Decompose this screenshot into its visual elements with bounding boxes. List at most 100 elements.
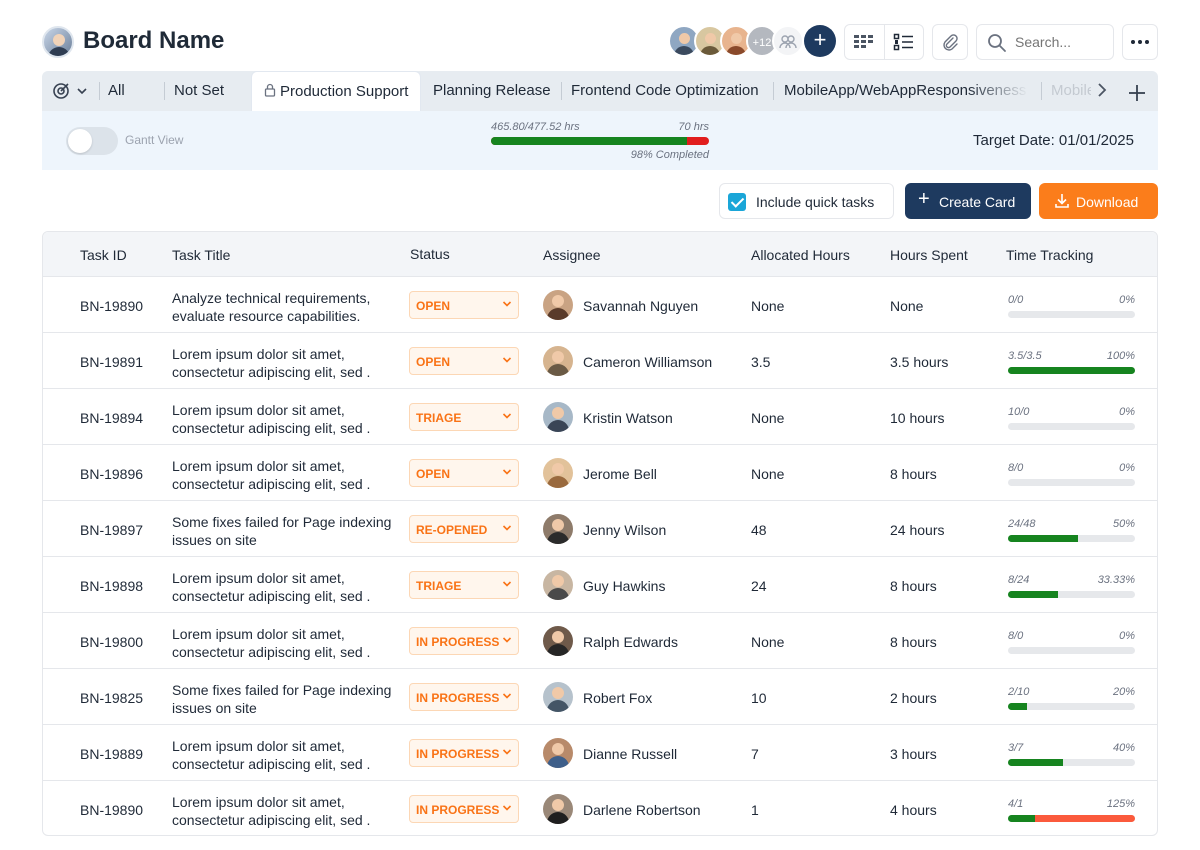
header-task-id[interactable]: Task ID <box>80 247 127 263</box>
table-row[interactable]: BN-19825 Some fixes failed for Page index… <box>43 668 1157 724</box>
table-row[interactable]: BN-19889 Lorem ipsum dolor sit amet, cons… <box>43 724 1157 780</box>
task-title[interactable]: Some fixes failed for Page indexing issu… <box>172 682 392 716</box>
task-id[interactable]: BN-19825 <box>80 690 144 706</box>
task-title[interactable]: Lorem ipsum dolor sit amet, consectetur … <box>172 738 371 772</box>
time-tracking-ratio: 8/24 <box>1008 574 1030 586</box>
hours-spent: None <box>890 298 924 314</box>
status-dropdown[interactable]: OPEN <box>409 347 519 375</box>
status-dropdown[interactable]: TRIAGE <box>409 403 519 431</box>
table-row[interactable]: BN-19896 Lorem ipsum dolor sit amet, cons… <box>43 444 1157 500</box>
tab-production-support[interactable]: Production Support <box>251 71 422 111</box>
task-title[interactable]: Lorem ipsum dolor sit amet, consectetur … <box>172 794 371 828</box>
tasks-table: Task ID Task Title Status Assignee Alloc… <box>42 231 1158 836</box>
table-row[interactable]: BN-19891 Lorem ipsum dolor sit amet, cons… <box>43 332 1157 388</box>
assignee-name: Kristin Watson <box>583 410 673 426</box>
tab-all[interactable]: All <box>108 82 125 99</box>
avatar <box>543 738 573 768</box>
board-progress-bar <box>491 137 709 145</box>
board-title: Board Name <box>83 27 225 54</box>
tabs-scroll-right-button[interactable] <box>1095 81 1109 104</box>
board-header: Board Name +12 + <box>42 24 1158 60</box>
tab-planning-release[interactable]: Planning Release <box>433 82 551 99</box>
time-tracking-percent: 0% <box>1119 406 1135 418</box>
avatar <box>543 290 573 320</box>
gantt-view-toggle[interactable] <box>66 127 118 155</box>
time-tracking-ratio: 2/10 <box>1008 686 1030 698</box>
task-title[interactable]: Some fixes failed for Page indexing issu… <box>172 514 392 548</box>
board-members[interactable]: +12 <box>668 25 808 57</box>
tab-not-set[interactable]: Not Set <box>174 82 225 99</box>
completed-label: 98% Completed <box>630 149 709 161</box>
assignee-name: Jenny Wilson <box>583 522 667 538</box>
allocated-hours: None <box>751 634 785 650</box>
time-tracking-percent: 0% <box>1119 462 1135 474</box>
status-dropdown[interactable]: IN PROGRESS <box>409 683 519 711</box>
time-tracking-bar <box>1008 423 1135 430</box>
time-tracking-percent: 50% <box>1112 518 1135 530</box>
target-filter-button[interactable] <box>52 81 92 101</box>
status-value: OPEN <box>416 467 451 481</box>
task-id[interactable]: BN-19890 <box>80 298 144 314</box>
table-row[interactable]: BN-19897 Some fixes failed for Page index… <box>43 500 1157 556</box>
task-title[interactable]: Analyze technical requirements, evaluate… <box>172 290 371 324</box>
header-allocated-hours[interactable]: Allocated Hours <box>751 247 850 263</box>
group-icon[interactable] <box>772 25 804 57</box>
task-title[interactable]: Lorem ipsum dolor sit amet, consectetur … <box>172 626 371 660</box>
header-time-tracking[interactable]: Time Tracking <box>1006 247 1094 263</box>
hours-spent: 8 hours <box>890 634 937 650</box>
time-tracking-bar <box>1008 535 1135 542</box>
task-id[interactable]: BN-19890 <box>80 802 144 818</box>
attachment-button[interactable] <box>932 24 968 60</box>
header-status[interactable]: Status <box>410 246 450 262</box>
status-dropdown[interactable]: OPEN <box>409 291 519 319</box>
create-card-button[interactable]: + Create Card <box>905 183 1031 219</box>
download-button[interactable]: Download <box>1039 183 1158 219</box>
task-id[interactable]: BN-19898 <box>80 578 144 594</box>
time-tracking-ratio: 3/7 <box>1008 742 1024 754</box>
hours-progress: 465.80/477.52 hrs <box>491 121 580 133</box>
task-id[interactable]: BN-19896 <box>80 466 144 482</box>
status-value: OPEN <box>416 355 451 369</box>
task-title[interactable]: Lorem ipsum dolor sit amet, consectetur … <box>172 346 371 380</box>
status-dropdown[interactable]: IN PROGRESS <box>409 627 519 655</box>
board-view-icon[interactable] <box>845 25 884 59</box>
table-row[interactable]: BN-19800 Lorem ipsum dolor sit amet, cons… <box>43 612 1157 668</box>
tab-mobileapp-webapp[interactable]: MobileApp/WebAppResponsiveness <box>784 82 1027 99</box>
add-member-button[interactable]: + <box>804 25 836 57</box>
header-task-title[interactable]: Task Title <box>172 247 231 263</box>
table-row[interactable]: BN-19894 Lorem ipsum dolor sit amet, cons… <box>43 388 1157 444</box>
task-title[interactable]: Lorem ipsum dolor sit amet, consectetur … <box>172 570 371 604</box>
avatar <box>543 570 573 600</box>
time-tracking-ratio: 0/0 <box>1008 294 1024 306</box>
table-row[interactable]: BN-19890 Analyze technical requirements, … <box>43 276 1157 332</box>
header-hours-spent[interactable]: Hours Spent <box>890 247 968 263</box>
board-progress-fill <box>491 137 688 145</box>
list-view-icon[interactable] <box>883 25 923 59</box>
include-quick-tasks-checkbox[interactable]: Include quick tasks <box>719 183 894 219</box>
more-options-button[interactable] <box>1122 24 1158 60</box>
search-input[interactable] <box>1015 34 1107 50</box>
tab-frontend-code-optimization[interactable]: Frontend Code Optimization <box>571 82 759 99</box>
task-id[interactable]: BN-19800 <box>80 634 144 650</box>
chevron-down-icon <box>502 581 512 587</box>
status-dropdown[interactable]: TRIAGE <box>409 571 519 599</box>
task-id[interactable]: BN-19891 <box>80 354 144 370</box>
status-dropdown[interactable]: IN PROGRESS <box>409 739 519 767</box>
task-id[interactable]: BN-19889 <box>80 746 144 762</box>
target-date: Target Date: 01/01/2025 <box>973 132 1134 149</box>
header-assignee[interactable]: Assignee <box>543 247 601 263</box>
tab-label: Production Support <box>280 83 409 100</box>
task-id[interactable]: BN-19894 <box>80 410 144 426</box>
tab-mobile[interactable]: Mobile <box>1051 82 1091 99</box>
hours-spent: 3.5 hours <box>890 354 949 370</box>
status-dropdown[interactable]: RE-OPENED <box>409 515 519 543</box>
status-value: TRIAGE <box>416 411 462 425</box>
task-id[interactable]: BN-19897 <box>80 522 144 538</box>
table-row[interactable]: BN-19890 Lorem ipsum dolor sit amet, cons… <box>43 780 1157 835</box>
task-title[interactable]: Lorem ipsum dolor sit amet, consectetur … <box>172 458 371 492</box>
table-row[interactable]: BN-19898 Lorem ipsum dolor sit amet, cons… <box>43 556 1157 612</box>
status-dropdown[interactable]: OPEN <box>409 459 519 487</box>
status-dropdown[interactable]: IN PROGRESS <box>409 795 519 823</box>
add-tab-button[interactable] <box>1128 78 1146 109</box>
task-title[interactable]: Lorem ipsum dolor sit amet, consectetur … <box>172 402 371 436</box>
